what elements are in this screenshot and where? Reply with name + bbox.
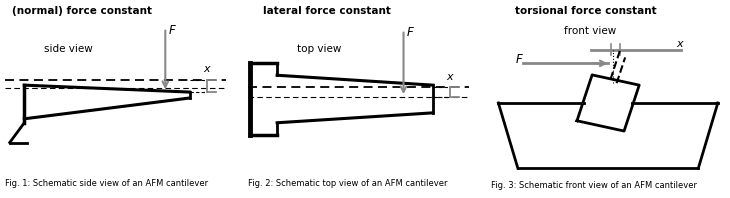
Text: (normal) force constant: (normal) force constant <box>12 6 152 16</box>
Text: torsional force constant: torsional force constant <box>515 6 657 16</box>
Text: Fig. 2: Schematic top view of an AFM cantilever: Fig. 2: Schematic top view of an AFM can… <box>248 179 447 188</box>
Text: F: F <box>169 24 176 37</box>
Text: Fig. 3: Schematic front view of an AFM cantilever: Fig. 3: Schematic front view of an AFM c… <box>491 181 697 190</box>
Text: side view: side view <box>44 44 93 54</box>
Text: top view: top view <box>296 44 341 54</box>
Text: F: F <box>515 53 522 66</box>
Text: front view: front view <box>564 26 616 36</box>
Text: x: x <box>677 39 683 49</box>
Text: lateral force constant: lateral force constant <box>263 6 391 16</box>
Text: F: F <box>407 26 414 39</box>
Text: x: x <box>203 64 210 74</box>
Text: x: x <box>446 72 453 82</box>
Text: Fig. 1: Schematic side view of an AFM cantilever: Fig. 1: Schematic side view of an AFM ca… <box>5 179 208 188</box>
